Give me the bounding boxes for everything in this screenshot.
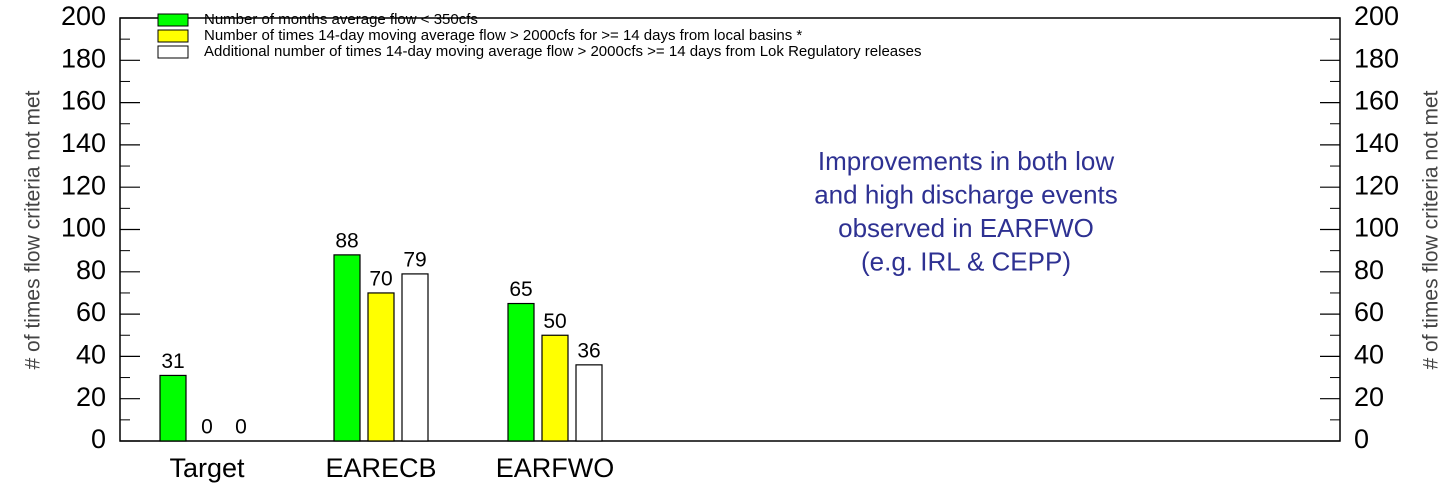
value-label: 65: [509, 278, 532, 301]
y-tick-label: 0: [91, 424, 106, 454]
y-tick-label: 60: [76, 297, 106, 327]
y2-tick-label: 0: [1354, 424, 1369, 454]
value-label: 88: [335, 229, 358, 252]
y2-tick-label: 40: [1354, 340, 1384, 370]
y2-axis-label: # of times flow criteria not met: [1420, 90, 1443, 369]
plot-frame: [119, 17, 1341, 442]
value-label: 50: [543, 310, 566, 333]
legend-swatch: [157, 13, 189, 27]
annotation: (e.g. IRL & CEPP): [861, 246, 1071, 276]
legend-label: Number of times 14-day moving average fl…: [204, 27, 802, 44]
annotation: and high discharge events: [814, 179, 1118, 209]
annotation: observed in EARFWO: [838, 213, 1094, 243]
y-tick-label: 80: [76, 255, 106, 285]
x-tick-label: EARFWO: [496, 453, 615, 483]
y-axis-label: # of times flow criteria not met: [22, 90, 45, 369]
legend-swatch: [157, 29, 189, 43]
bar: [159, 374, 187, 442]
y2-tick-label: 120: [1354, 170, 1399, 200]
legend-label: Additional number of times 14-day moving…: [204, 43, 921, 60]
value-label: 0: [201, 416, 213, 439]
bar: [401, 273, 429, 442]
y-tick-label: 20: [76, 382, 106, 412]
y2-tick-label: 200: [1354, 1, 1399, 31]
y-tick-label: 120: [61, 170, 106, 200]
value-label: 0: [235, 416, 247, 439]
bar: [541, 334, 569, 442]
y-tick-label: 160: [61, 86, 106, 116]
y2-tick-label: 100: [1354, 213, 1399, 243]
bar: [333, 254, 361, 442]
value-label: 31: [161, 350, 184, 373]
legend-label: Number of months average flow < 350cfs: [204, 11, 478, 28]
value-label: 70: [369, 267, 392, 290]
y-tick-label: 140: [61, 128, 106, 158]
y2-tick-label: 180: [1354, 43, 1399, 73]
y2-tick-label: 20: [1354, 382, 1384, 412]
x-tick-label: EARECB: [325, 453, 436, 483]
value-label: 79: [403, 248, 426, 271]
bar: [507, 302, 535, 442]
y-tick-label: 100: [61, 213, 106, 243]
x-tick-label: Target: [169, 453, 245, 483]
value-label: 36: [577, 339, 600, 362]
bar: [575, 364, 603, 442]
legend-swatch: [157, 45, 189, 59]
y-tick-label: 180: [61, 43, 106, 73]
y-tick-label: 40: [76, 340, 106, 370]
y2-tick-label: 60: [1354, 297, 1384, 327]
annotation: Improvements in both low: [818, 146, 1114, 176]
y2-tick-label: 140: [1354, 128, 1399, 158]
y2-tick-label: 160: [1354, 86, 1399, 116]
y2-tick-label: 80: [1354, 255, 1384, 285]
y-tick-label: 200: [61, 1, 106, 31]
bar: [367, 292, 395, 442]
